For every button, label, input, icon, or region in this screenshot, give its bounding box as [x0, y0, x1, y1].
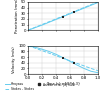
Y-axis label: Penetration (mm): Penetration (mm): [15, 0, 19, 33]
X-axis label: Time (s) x 10^{-3}: Time (s) x 10^{-3}: [46, 82, 80, 86]
Y-axis label: Velocity (m/s): Velocity (m/s): [12, 47, 16, 73]
Legend: Hiroyasu, Stokes - Stokes, Ashton et al. [8] (KW): Hiroyasu, Stokes - Stokes, Ashton et al.…: [4, 81, 76, 93]
